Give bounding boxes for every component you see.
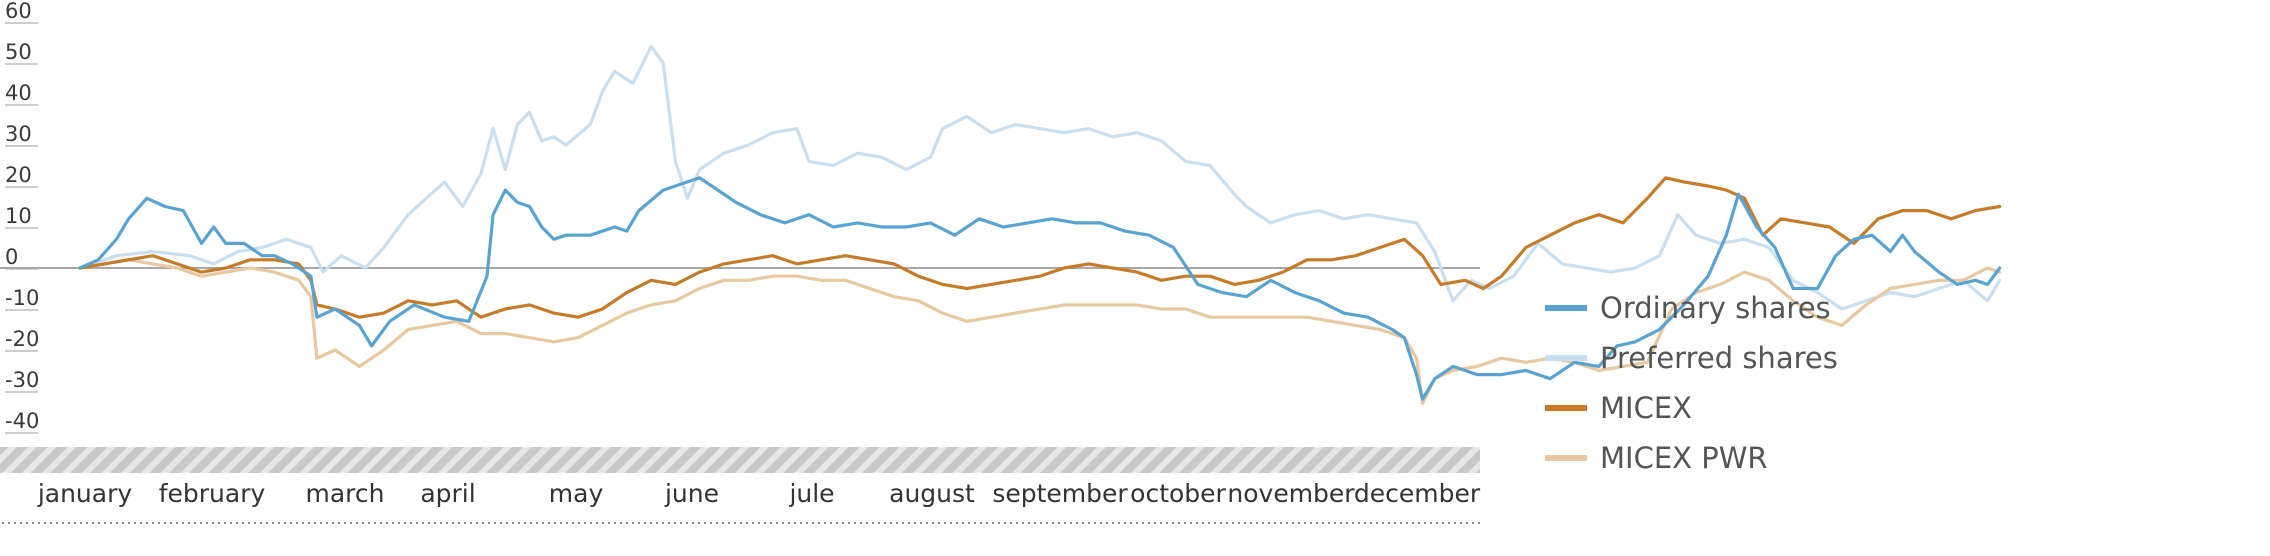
- y-tick-label: 30: [5, 122, 32, 146]
- legend: Ordinary shares Preferred shares MICEX MICE…: [1545, 291, 1838, 475]
- legend-label: MICEX PWR: [1600, 441, 1768, 475]
- month-label: june: [664, 479, 719, 508]
- y-tick-label: -10: [5, 286, 39, 310]
- x-axis: january february march april may june jule augu…: [37, 479, 1481, 508]
- y-tick-label: -20: [5, 327, 39, 351]
- legend-label: Preferred shares: [1600, 341, 1838, 375]
- series-line-micex: [78, 176, 2002, 319]
- month-label: february: [159, 479, 266, 508]
- y-tick-label: -30: [5, 368, 39, 392]
- hatched-axis-band: [0, 447, 1480, 473]
- series-line-ordinary-shares: [78, 176, 2002, 401]
- y-tick-label: -40: [5, 409, 39, 433]
- month-label: april: [420, 479, 475, 508]
- series-line-preferred-shares: [78, 45, 2002, 311]
- legend-label: MICEX: [1600, 391, 1692, 425]
- month-label: jule: [788, 479, 834, 508]
- month-label: october: [1130, 479, 1226, 508]
- y-tick-label: 60: [5, 0, 32, 23]
- y-tick-label: 50: [5, 40, 32, 64]
- legend-label: Ordinary shares: [1600, 291, 1831, 325]
- y-tick-label: 0: [5, 245, 18, 269]
- month-label: march: [306, 479, 385, 508]
- month-label: january: [37, 479, 133, 508]
- y-axis: 60 50 40 30 20 10 0 -10 -20 -30 -40: [5, 0, 39, 434]
- y-tick-label: 20: [5, 163, 32, 187]
- month-label: november: [1227, 479, 1355, 508]
- month-label: december: [1354, 479, 1481, 508]
- y-tick-label: 10: [5, 204, 32, 228]
- plot-area: [0, 45, 2002, 405]
- month-label: may: [549, 479, 604, 508]
- month-label: september: [992, 479, 1128, 508]
- month-label: august: [889, 479, 975, 508]
- series-line-micex-pwr: [78, 258, 2002, 405]
- y-tick-label: 40: [5, 81, 32, 105]
